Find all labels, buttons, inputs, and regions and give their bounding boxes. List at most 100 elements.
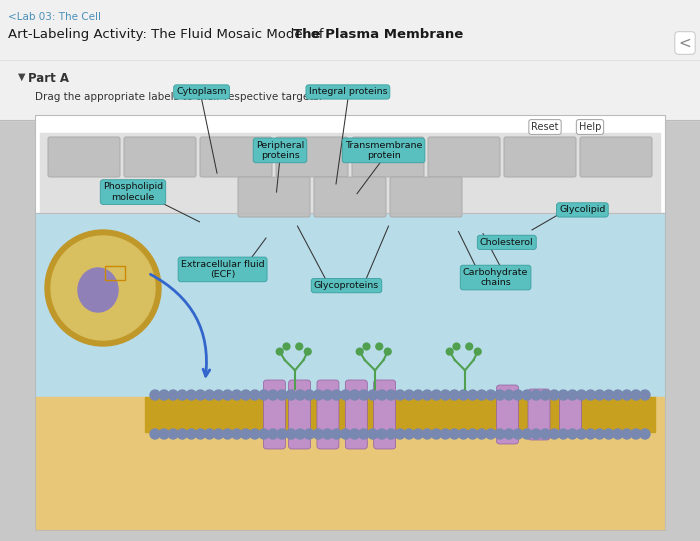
Circle shape [51, 236, 155, 340]
FancyBboxPatch shape [390, 177, 462, 217]
Circle shape [295, 390, 305, 400]
Text: Glycoproteins: Glycoproteins [314, 281, 379, 290]
Circle shape [283, 343, 290, 350]
Text: Help: Help [579, 122, 601, 132]
Text: Reset: Reset [531, 122, 559, 132]
Text: ▼: ▼ [18, 72, 25, 82]
Circle shape [377, 390, 387, 400]
Circle shape [159, 390, 169, 400]
Circle shape [277, 390, 287, 400]
Text: The Plasma Membrane: The Plasma Membrane [293, 28, 463, 41]
Circle shape [268, 390, 278, 400]
Circle shape [250, 429, 260, 439]
Circle shape [259, 390, 269, 400]
Text: Art-Labeling Activity: The Fluid Mosaic Model of: Art-Labeling Activity: The Fluid Mosaic … [8, 28, 328, 41]
Circle shape [586, 390, 596, 400]
Circle shape [622, 429, 632, 439]
Bar [35, 115, 665, 530]
Circle shape [413, 390, 423, 400]
Circle shape [368, 390, 378, 400]
Circle shape [341, 390, 351, 400]
Circle shape [150, 429, 160, 439]
FancyBboxPatch shape [288, 380, 311, 449]
Circle shape [304, 429, 314, 439]
Circle shape [522, 390, 532, 400]
Circle shape [177, 390, 187, 400]
Circle shape [177, 429, 187, 439]
Text: Transmembrane
protein: Transmembrane protein [345, 141, 422, 160]
Circle shape [458, 429, 468, 439]
Circle shape [504, 390, 514, 400]
Circle shape [356, 348, 363, 355]
Text: Part A: Part A [28, 72, 69, 85]
Circle shape [159, 429, 169, 439]
Text: Glycolipid: Glycolipid [559, 206, 606, 214]
Circle shape [622, 390, 632, 400]
Circle shape [259, 429, 269, 439]
Circle shape [349, 429, 360, 439]
Text: Integral proteins: Integral proteins [309, 88, 387, 96]
Bar [105, 266, 125, 280]
Circle shape [186, 390, 196, 400]
Circle shape [276, 348, 283, 355]
Circle shape [413, 429, 423, 439]
Circle shape [363, 343, 370, 350]
FancyBboxPatch shape [580, 137, 652, 177]
Circle shape [631, 390, 641, 400]
Circle shape [550, 390, 559, 400]
Circle shape [540, 390, 550, 400]
Circle shape [513, 390, 523, 400]
Circle shape [232, 390, 242, 400]
Circle shape [568, 390, 578, 400]
Circle shape [150, 390, 160, 400]
FancyBboxPatch shape [496, 385, 519, 444]
Circle shape [594, 390, 605, 400]
Circle shape [486, 390, 496, 400]
Circle shape [376, 343, 383, 350]
Circle shape [495, 390, 505, 400]
Circle shape [404, 390, 414, 400]
Circle shape [631, 429, 641, 439]
Circle shape [384, 348, 391, 355]
Circle shape [304, 348, 311, 355]
FancyBboxPatch shape [528, 389, 550, 440]
Circle shape [522, 429, 532, 439]
Circle shape [204, 429, 214, 439]
FancyBboxPatch shape [263, 380, 286, 449]
FancyBboxPatch shape [559, 393, 582, 436]
Circle shape [250, 390, 260, 400]
Circle shape [168, 390, 178, 400]
Bar [40, 133, 660, 213]
Circle shape [195, 390, 205, 400]
Circle shape [504, 429, 514, 439]
Circle shape [586, 429, 596, 439]
Circle shape [568, 429, 578, 439]
Circle shape [223, 390, 232, 400]
Circle shape [468, 390, 477, 400]
Bar [145, 397, 655, 432]
Circle shape [386, 429, 396, 439]
Circle shape [241, 429, 251, 439]
Circle shape [395, 429, 405, 439]
Circle shape [204, 390, 214, 400]
Circle shape [612, 429, 623, 439]
Circle shape [214, 429, 223, 439]
Circle shape [468, 429, 477, 439]
Circle shape [386, 390, 396, 400]
Bar [35, 115, 665, 530]
Circle shape [440, 390, 450, 400]
Circle shape [577, 429, 587, 439]
Circle shape [286, 429, 296, 439]
Circle shape [495, 429, 505, 439]
Circle shape [241, 390, 251, 400]
Circle shape [559, 390, 568, 400]
Circle shape [449, 429, 459, 439]
Bar [35, 397, 665, 530]
Circle shape [550, 429, 559, 439]
FancyBboxPatch shape [428, 137, 500, 177]
FancyArrowPatch shape [150, 274, 210, 376]
Circle shape [168, 429, 178, 439]
FancyBboxPatch shape [48, 137, 120, 177]
Circle shape [358, 390, 369, 400]
Circle shape [295, 429, 305, 439]
